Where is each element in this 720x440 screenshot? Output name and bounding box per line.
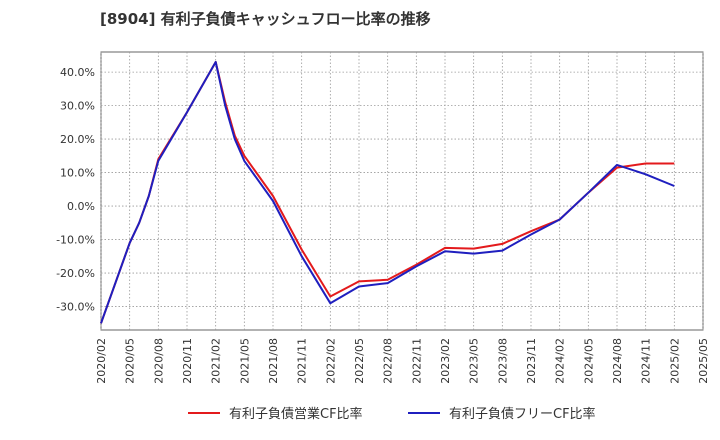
x-tick-label: 2020/05 xyxy=(124,338,137,384)
x-tick-label: 2023/11 xyxy=(525,338,538,384)
x-tick-label: 2023/05 xyxy=(468,338,481,384)
x-axis: 2020/02 2020/05 2020/08 2020/11 2021/02 2021/… xyxy=(95,338,710,384)
x-tick-label: 2025/05 xyxy=(697,338,710,384)
y-tick-label: 40.0% xyxy=(60,66,95,79)
x-tick-label: 2020/02 xyxy=(95,338,108,384)
x-tick-label: 2021/02 xyxy=(210,338,223,384)
x-tick-label: 2022/05 xyxy=(353,338,366,384)
x-tick-label: 2025/02 xyxy=(668,338,681,384)
grid xyxy=(100,52,704,330)
x-tick-label: 2022/02 xyxy=(324,338,337,384)
x-tick-label: 2023/02 xyxy=(439,338,452,384)
y-tick-label: -30.0% xyxy=(56,301,95,314)
x-tick-label: 2024/02 xyxy=(554,338,567,384)
x-tick-label: 2024/11 xyxy=(640,338,653,384)
y-tick-label: 30.0% xyxy=(60,100,95,113)
x-tick-label: 2024/08 xyxy=(611,338,624,384)
legend-label-operating-cf: 有利子負債営業CF比率 xyxy=(229,406,363,422)
y-tick-label: -10.0% xyxy=(56,234,95,247)
series-line-free-cf xyxy=(100,61,675,324)
y-tick-label: -20.0% xyxy=(56,267,95,280)
x-tick-label: 2022/11 xyxy=(410,338,423,384)
x-tick-label: 2020/11 xyxy=(181,338,194,384)
y-tick-label: 10.0% xyxy=(60,167,95,180)
x-tick-label: 2022/08 xyxy=(382,338,395,384)
y-axis: -30.0% -20.0% -10.0% 0.0% 10.0% 20.0% 30.0% 40.… xyxy=(56,66,95,313)
chart-title: [8904] 有利子負債キャッシュフロー比率の推移 xyxy=(100,10,431,28)
x-tick-label: 2021/08 xyxy=(267,338,280,384)
legend: 有利子負債営業CF比率 有利子負債フリーCF比率 xyxy=(188,406,596,422)
y-tick-label: 20.0% xyxy=(60,133,95,146)
x-tick-label: 2020/08 xyxy=(152,338,165,384)
y-tick-label: 0.0% xyxy=(67,200,95,213)
x-tick-label: 2024/05 xyxy=(582,338,595,384)
x-tick-label: 2023/08 xyxy=(496,338,509,384)
x-tick-label: 2021/05 xyxy=(238,338,251,384)
plot-area xyxy=(100,51,704,331)
plot-frame xyxy=(100,51,704,331)
x-tick-label: 2021/11 xyxy=(296,338,309,384)
series-layer xyxy=(100,61,675,324)
legend-label-free-cf: 有利子負債フリーCF比率 xyxy=(449,406,596,422)
